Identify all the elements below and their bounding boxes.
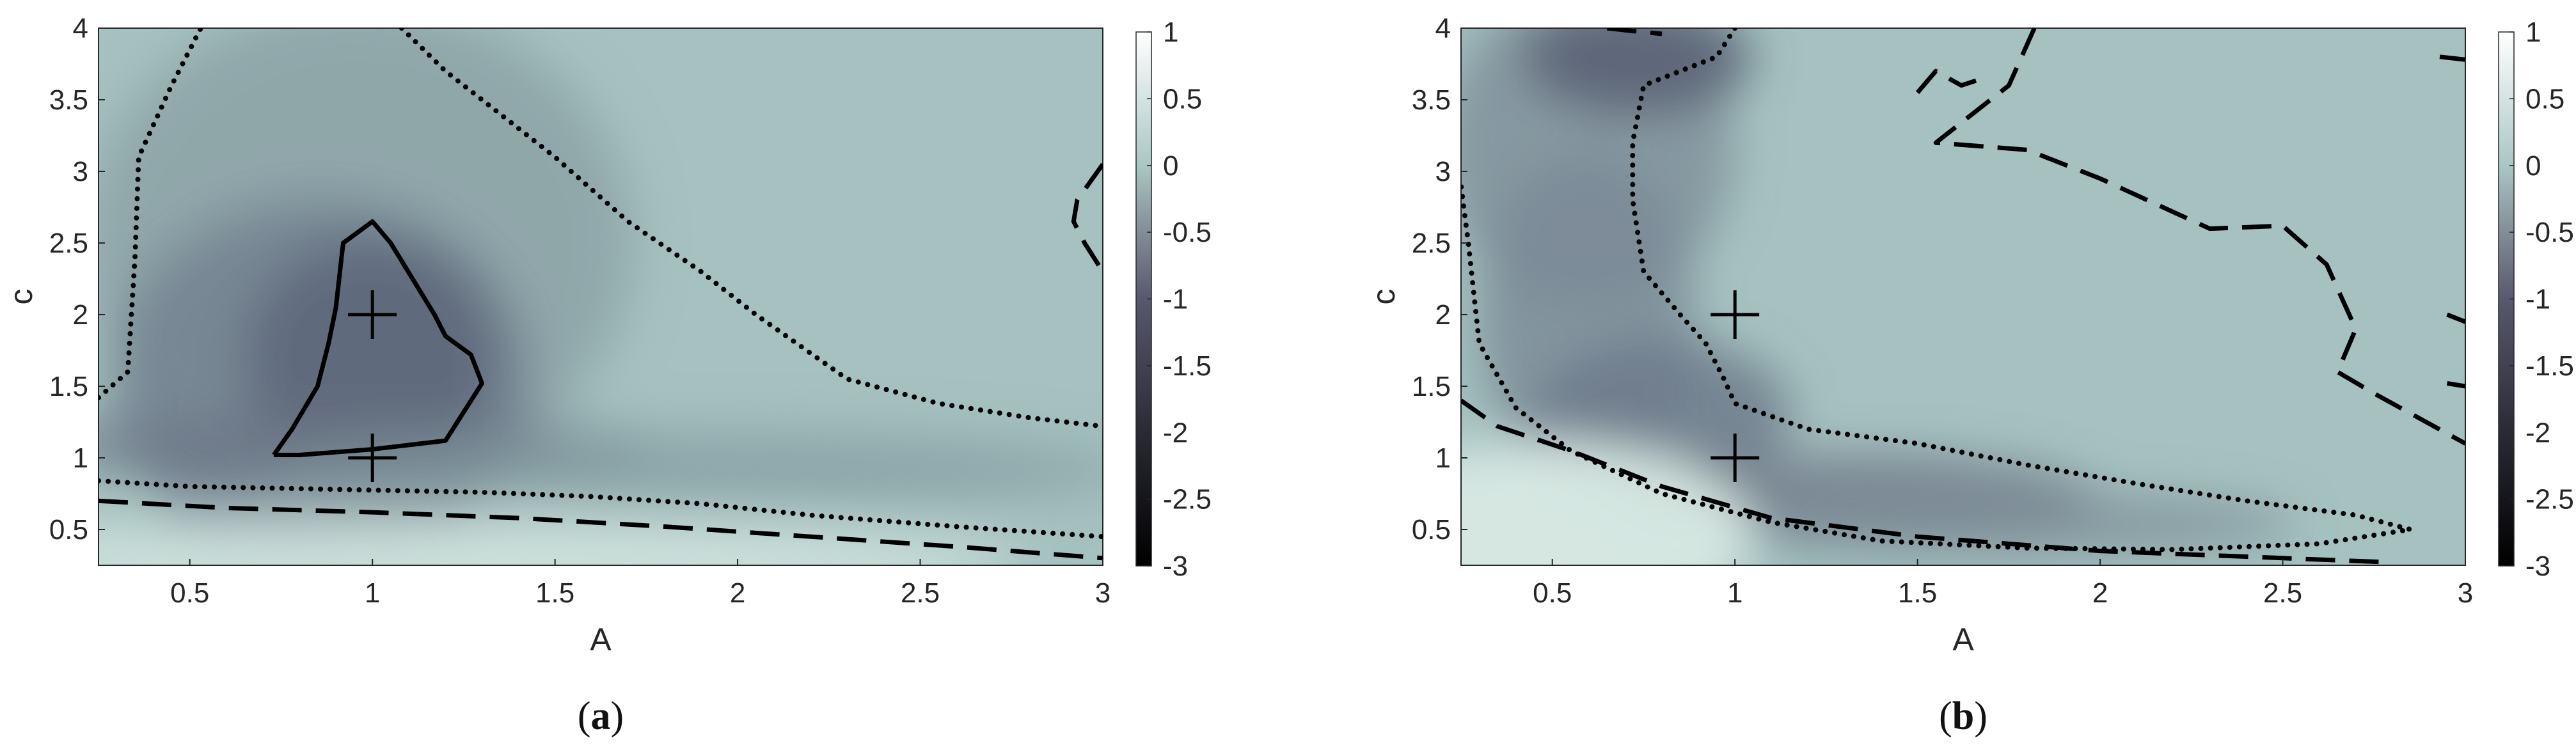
x-tick-label: 1.5 (1898, 577, 1937, 609)
colorbar-tick-label: 1 (1163, 17, 1178, 48)
plus-marker (348, 290, 397, 339)
y-tick-label: 3.5 (1412, 84, 1451, 116)
plus-marker (1711, 434, 1760, 482)
contour-dashed (1607, 28, 1663, 36)
x-tick-label: 2.5 (2263, 577, 2302, 609)
y-tick-label: 1 (1435, 443, 1451, 474)
colorbar-tick-label: -0.5 (1163, 217, 1212, 248)
caption-letter-b: b (1952, 694, 1974, 738)
contours-a (99, 28, 1103, 561)
colorbar-tick-label: -2 (1163, 417, 1188, 448)
heatmap-panel-b: 0.5 1 1.5 2 2.5 3 0.5 1 1.5 2 2.5 3 3.5 4 A c -3 -2.5… (1366, 13, 2574, 738)
contours-b (1461, 28, 2465, 565)
x-tick-label: 0.5 (1533, 577, 1572, 609)
colorbar-tick-label: 0.5 (2525, 83, 2564, 114)
x-axis-label-b: A (1952, 622, 1974, 657)
panel-caption-b: (b) (1939, 694, 1987, 738)
x-tick-label: 2 (2092, 577, 2108, 609)
plus-marker (1711, 290, 1760, 339)
y-ticks-b: 0.5 1 1.5 2 2.5 3 3.5 4 (1412, 13, 1467, 545)
contour-dashed (1461, 398, 2392, 565)
plot-frame-a (98, 27, 1103, 566)
plot-frame-b (1460, 27, 2466, 566)
colorbar-tick-label: -0.5 (2525, 217, 2574, 248)
contour-dashed (99, 498, 1103, 561)
y-tick-label: 4 (1435, 13, 1451, 44)
colorbar-tick-label: -3 (2525, 551, 2550, 582)
contour-dotted (99, 28, 203, 400)
contour-dashed (2439, 54, 2465, 62)
heatmap-field-b (1461, 28, 2465, 565)
colorbar-tick-label: 0.5 (1163, 83, 1202, 114)
contour-dashed (1071, 162, 1103, 273)
y-tick-label: 0.5 (49, 514, 88, 545)
y-tick-label: 3 (1435, 156, 1451, 187)
colorbar-tick-label: -1.5 (1163, 350, 1212, 382)
x-tick-label: 3 (2458, 577, 2473, 609)
plus-marker (348, 434, 397, 482)
x-ticks-b: 0.5 1 1.5 2 2.5 3 (1533, 559, 2473, 609)
y-tick-label: 2 (73, 299, 88, 331)
contour-dotted (399, 28, 1103, 429)
x-tick-label: 1 (365, 577, 380, 609)
colorbar-tick-label: 1 (2525, 17, 2541, 48)
colorbar-tick-label: -2.5 (2525, 484, 2574, 515)
markers-b (1711, 290, 1760, 482)
y-tick-label: 3.5 (49, 84, 88, 116)
x-tick-label: 3 (1095, 577, 1110, 609)
colorbar-tick-label: -3 (1163, 551, 1188, 582)
colorbar-tick-label: -2 (2525, 417, 2550, 448)
x-tick-label: 2.5 (901, 577, 940, 609)
colorbar-tick-label: -2.5 (1163, 484, 1212, 515)
y-tick-label: 3 (73, 156, 88, 187)
y-axis-label-a: c (3, 289, 39, 305)
y-ticks-a: 0.5 1 1.5 2 2.5 3 3.5 4 (49, 13, 105, 545)
colorbar-tick-label: 0 (2525, 150, 2541, 182)
y-tick-label: 4 (73, 13, 88, 44)
contour-dashed (2446, 312, 2465, 324)
y-tick-label: 1 (73, 443, 88, 474)
x-ticks-a: 0.5 1 1.5 2 2.5 3 (170, 559, 1110, 609)
contour-dashed (2446, 381, 2465, 389)
heatmap-panel-a: 0.5 1 1.5 2 2.5 3 0.5 1 1.5 2 2.5 3 3.5 4 A c -3 -2.5… (3, 13, 1212, 738)
y-axis-label-b: c (1366, 289, 1402, 305)
contour-solid (272, 219, 484, 457)
colorbar-ticks-a: -3 -2.5 -2 -1.5 -1 -0.5 0 0.5 1 (1147, 17, 1212, 582)
y-tick-label: 2 (1435, 299, 1451, 331)
contour-dotted (1461, 28, 2414, 552)
y-tick-label: 2.5 (49, 228, 88, 259)
x-tick-label: 1 (1727, 577, 1742, 609)
colorbar-tick-label: -1.5 (2525, 350, 2574, 382)
colorbar-ticks-b: -3 -2.5 -2 -1.5 -1 -0.5 0 0.5 1 (2509, 17, 2574, 582)
y-tick-label: 0.5 (1412, 514, 1451, 545)
x-tick-label: 1.5 (535, 577, 574, 609)
y-tick-label: 1.5 (49, 371, 88, 402)
y-tick-label: 1.5 (1412, 371, 1451, 402)
markers-a (348, 290, 397, 482)
x-tick-label: 2 (730, 577, 745, 609)
caption-letter-a: a (591, 694, 611, 738)
colorbar-tick-label: -1 (2525, 284, 2550, 315)
contour-dashed (1933, 28, 2465, 446)
colorbar-tick-label: 0 (1163, 150, 1178, 182)
contour-dashed (1915, 68, 1984, 95)
colorbar-tick-label: -1 (1163, 284, 1188, 315)
panel-caption-a: (a) (578, 694, 624, 738)
heatmap-field-a (99, 28, 1103, 565)
x-axis-label-a: A (590, 622, 612, 657)
y-tick-label: 2.5 (1412, 228, 1451, 259)
x-tick-label: 0.5 (170, 577, 209, 609)
contour-dotted (99, 478, 1103, 540)
